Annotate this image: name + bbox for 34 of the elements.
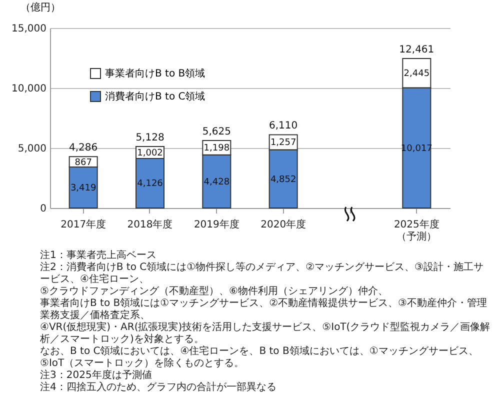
data-label: 4,126 bbox=[137, 179, 164, 190]
legend-label: 事業者向けB to B領域 bbox=[105, 68, 206, 80]
text: 事業者向けB to B領域には①マッチングサービス、②不動産情報提供サービス、③不動産仲介・管理業務支援／価格査定系、 bbox=[40, 298, 488, 322]
x-tick-label: 2025年度（予測） bbox=[394, 218, 440, 242]
text: 注3：2025年度は予測値 bbox=[40, 370, 153, 382]
y-tick-label: 15,000 bbox=[12, 24, 46, 34]
x-tick-label: 2017年度 bbox=[60, 218, 106, 230]
legend-label: 消費者向けB to C領域 bbox=[105, 90, 206, 102]
y-axis-title: （億円） bbox=[20, 2, 60, 14]
total-label: 6,110 bbox=[269, 120, 298, 132]
data-label: 1,257 bbox=[270, 138, 296, 148]
x-tick-label: 2020年度 bbox=[260, 218, 306, 230]
data-label: 3,419 bbox=[70, 183, 96, 194]
x-tick-label: 2018年度 bbox=[127, 218, 173, 230]
text: なお、B to C領域においては、④住宅ローンを、B to B領域においては、①マッチングサービス、⑤IoT（スマートロック）を除くものとする。 bbox=[40, 346, 480, 370]
total-label: 5,625 bbox=[202, 126, 231, 138]
text: 注1：事業者売上高ベース bbox=[40, 250, 158, 262]
text: 注2：消費者向けB to C領域には①物件探し等のメディア、②マッチングサービス、③設計・施工サービス、④住宅ローン、 bbox=[40, 262, 484, 286]
data-label: 1,198 bbox=[204, 144, 230, 154]
data-label: 2,445 bbox=[404, 69, 430, 80]
y-tick-label: 5,000 bbox=[18, 144, 46, 154]
y-tick-label: 0 bbox=[40, 204, 46, 214]
x-tick-label: 2019年度 bbox=[194, 218, 240, 230]
total-label: 12,461 bbox=[399, 44, 434, 56]
text: 注4：四捨五入のため、グラフ内の合計が一部異なる bbox=[40, 382, 278, 394]
total-label: 4,286 bbox=[69, 142, 98, 154]
text: ④VR(仮想現実)・AR(拡張現実)技術を活用した支援サービス、⑤IoT(クラウド型監視カメラ／画像解析／スマートロック)を対象とする。 bbox=[40, 322, 492, 346]
data-label: 4,428 bbox=[204, 177, 230, 188]
data-label: 867 bbox=[74, 158, 92, 168]
total-label: 5,128 bbox=[136, 132, 164, 144]
data-label: 4,852 bbox=[270, 174, 296, 185]
y-tick-label: 10,000 bbox=[12, 84, 46, 94]
text: ⑤クラウドファンディング（不動産型）、⑥物件利用（シェアリング）仲介、 bbox=[40, 286, 389, 298]
data-label: 1,002 bbox=[137, 148, 163, 158]
